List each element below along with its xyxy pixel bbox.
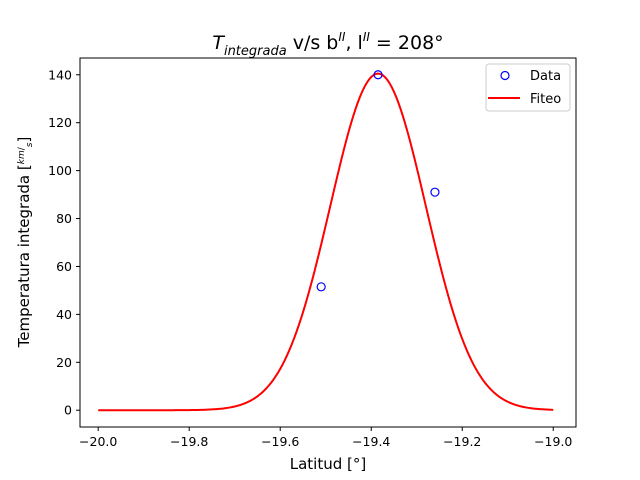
y-axis-label: Temperatura integrada [km/s] xyxy=(15,137,35,349)
chart-title: Tintegrada v/s bII, lII = 208° xyxy=(212,30,443,59)
chart-title-mid2: , l xyxy=(345,32,362,54)
y-axis: 0 20 40 60 80 100 120 140 xyxy=(48,67,80,418)
chart-title-sup1: II xyxy=(338,30,346,44)
fit-curve xyxy=(98,72,554,412)
legend-marker-data xyxy=(500,70,510,81)
x-tick-label: −19.2 xyxy=(443,434,481,449)
chart-title-sup2: II xyxy=(363,30,371,44)
chart-title-italic: T xyxy=(212,32,225,54)
legend: Data Fiteo xyxy=(485,63,571,112)
y-tick-label: 40 xyxy=(56,307,72,322)
x-tick-label: −19.6 xyxy=(261,434,299,449)
y-tick-label: 60 xyxy=(56,259,72,274)
y-tick-label: 80 xyxy=(56,211,72,226)
data-point xyxy=(373,70,383,80)
legend-label-data: Data xyxy=(530,69,561,84)
data-point xyxy=(316,282,326,292)
x-tick-label: −19.4 xyxy=(352,434,390,449)
y-tick-label: 100 xyxy=(48,163,72,178)
y-axis-label-frac-num: km xyxy=(17,150,27,164)
plot-frame xyxy=(79,57,577,428)
chart-title-end: = 208° xyxy=(370,32,444,54)
y-tick-label: 140 xyxy=(48,67,72,82)
y-tick-label: 120 xyxy=(48,115,72,130)
x-axis-label: Latitud [°] xyxy=(290,455,366,473)
legend-label-fiteo: Fiteo xyxy=(530,92,561,107)
y-tick-label: 0 xyxy=(64,403,72,418)
x-axis: −20.0 −19.8 −19.6 −19.4 −19.2 −19.0 xyxy=(79,427,572,449)
x-tick-label: −19.8 xyxy=(170,434,208,449)
y-tick-label: 20 xyxy=(56,355,72,370)
chart-title-subscript: integrada xyxy=(224,44,287,59)
data-point xyxy=(430,187,440,197)
plot-area xyxy=(98,70,554,412)
x-tick-label: −19.0 xyxy=(534,434,572,449)
x-tick-label: −20.0 xyxy=(79,434,117,449)
y-axis-label-frac-den: s xyxy=(25,142,35,147)
y-axis-label-close: ] xyxy=(15,137,33,143)
chart-title-mid: v/s b xyxy=(287,32,339,54)
legend-box xyxy=(485,63,571,112)
y-axis-label-text: Temperatura integrada [ xyxy=(15,164,33,348)
